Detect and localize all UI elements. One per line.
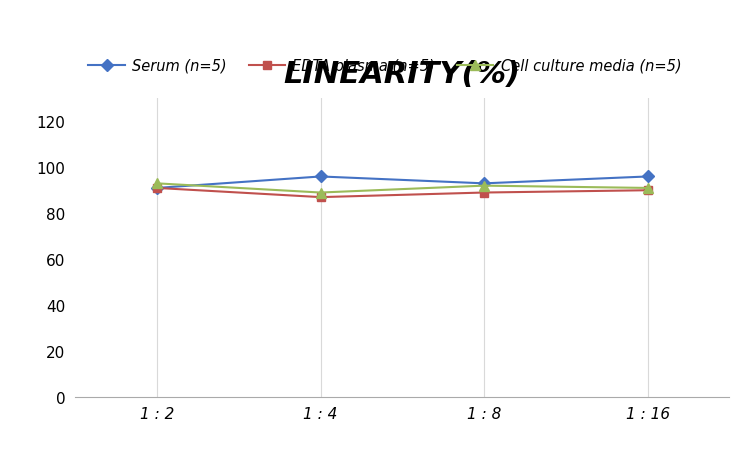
Serum (n=5): [316, 175, 325, 180]
Line: EDTA plasma (n=5): EDTA plasma (n=5): [153, 184, 652, 202]
Serum (n=5): [153, 186, 162, 191]
EDTA plasma (n=5): [316, 195, 325, 200]
Title: LINEARITY(%): LINEARITY(%): [284, 60, 521, 88]
Cell culture media (n=5): [153, 181, 162, 187]
Serum (n=5): [480, 181, 489, 187]
Cell culture media (n=5): [480, 184, 489, 189]
Line: Serum (n=5): Serum (n=5): [153, 173, 652, 193]
Legend: Serum (n=5), EDTA plasma (n=5), Cell culture media (n=5): Serum (n=5), EDTA plasma (n=5), Cell cul…: [83, 53, 687, 79]
EDTA plasma (n=5): [643, 188, 652, 193]
Cell culture media (n=5): [643, 186, 652, 191]
EDTA plasma (n=5): [153, 186, 162, 191]
Line: Cell culture media (n=5): Cell culture media (n=5): [152, 179, 653, 198]
Cell culture media (n=5): [316, 190, 325, 196]
Serum (n=5): [643, 175, 652, 180]
EDTA plasma (n=5): [480, 190, 489, 196]
